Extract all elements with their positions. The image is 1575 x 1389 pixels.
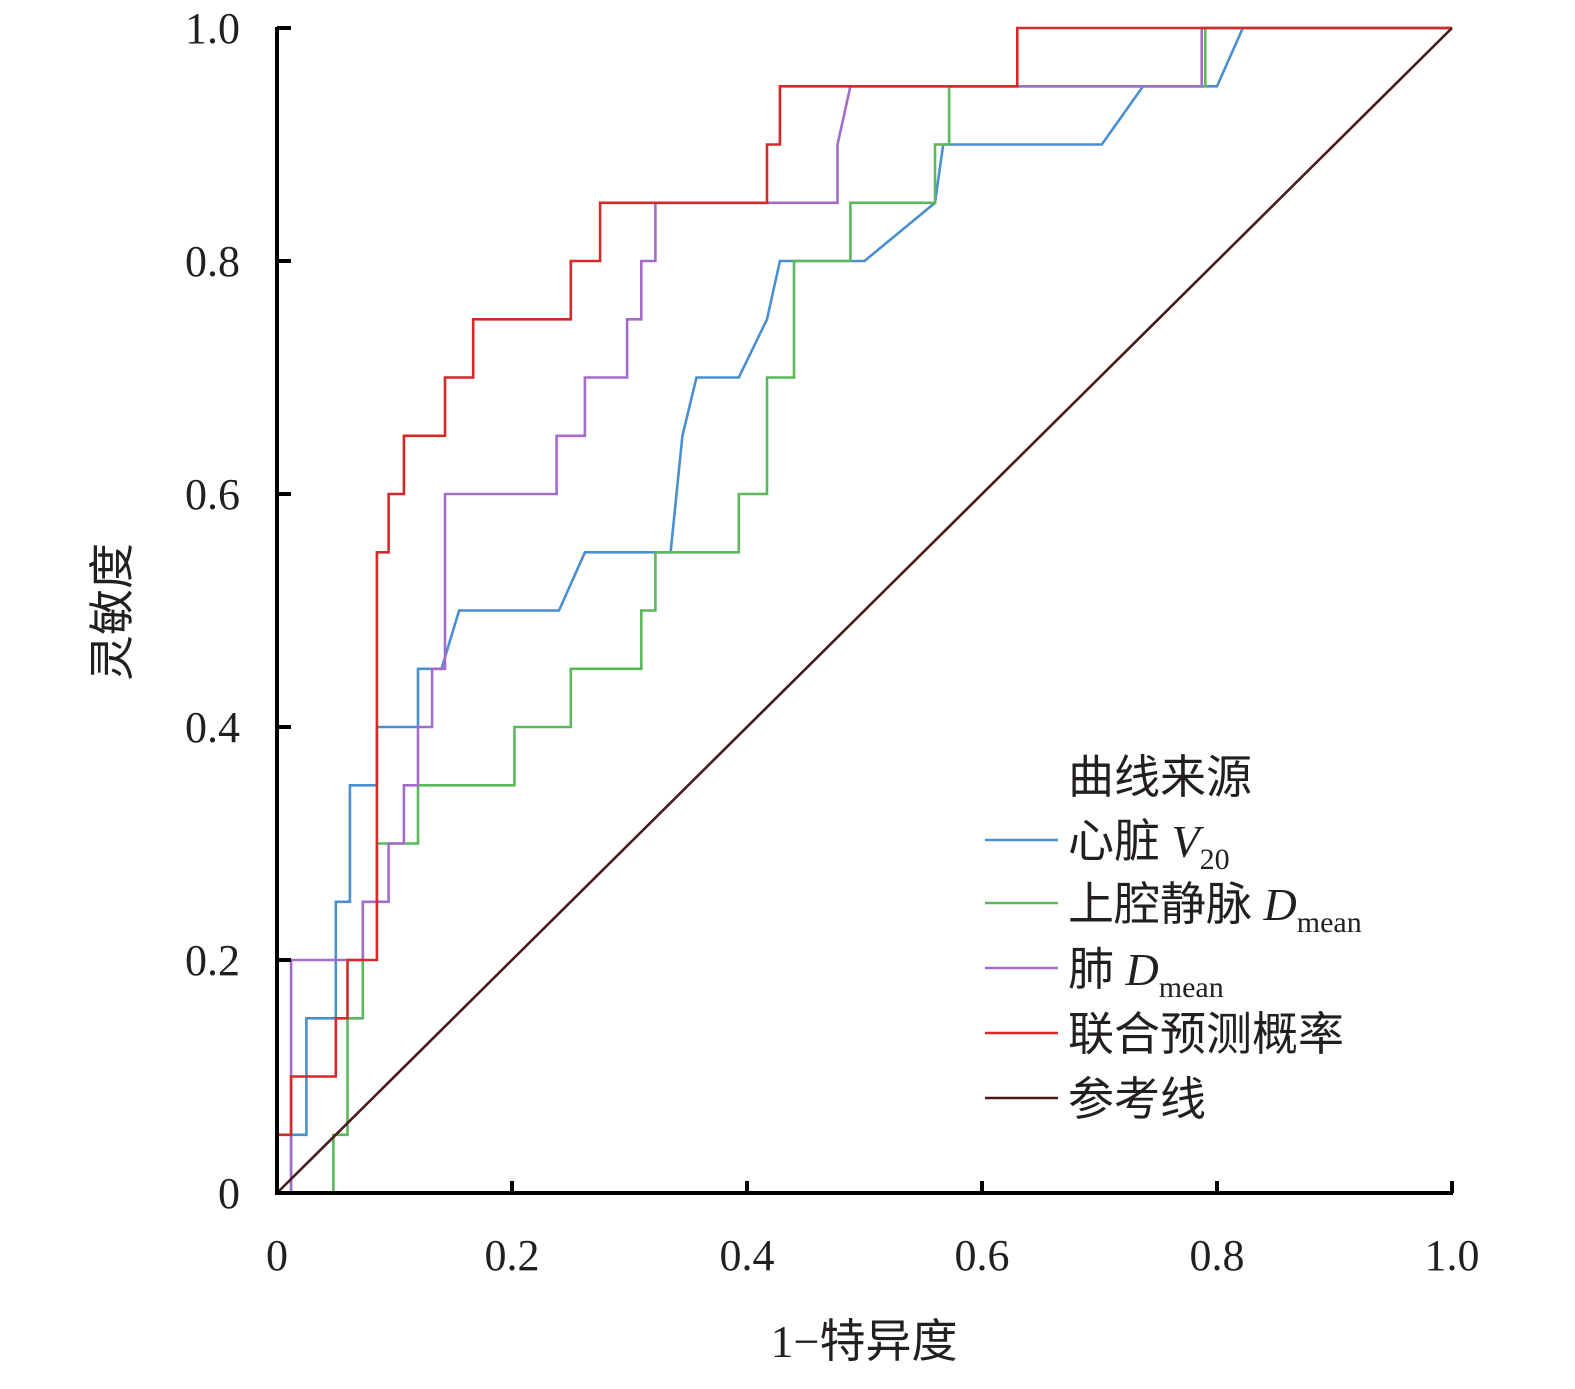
legend-label-4: 参考线 <box>1068 1074 1206 1125</box>
x-tick-label: 1.0 <box>1425 1231 1480 1280</box>
x-tick-label: 0.2 <box>485 1231 540 1280</box>
series-line-4 <box>276 27 1453 1194</box>
x-tick-label: 0.4 <box>720 1231 775 1280</box>
y-tick-label: 0.6 <box>185 470 240 519</box>
y-tick-label: 0.8 <box>185 237 240 286</box>
x-tick-label: 0.6 <box>955 1231 1010 1280</box>
x-tick-label: 0.8 <box>1190 1231 1245 1280</box>
legend-label-1: 上腔静脉 Dmean <box>1068 879 1362 939</box>
y-tick-label: 0 <box>218 1169 240 1218</box>
y-tick-label: 0.2 <box>185 936 240 985</box>
series-line-2 <box>289 26 1452 1193</box>
series-layer <box>275 26 1453 1194</box>
x-tick-label: 0 <box>266 1231 288 1280</box>
y-tick-label: 1.0 <box>185 4 240 53</box>
series-line-3 <box>275 26 1452 1193</box>
y-tick-label: 0.4 <box>185 703 240 752</box>
legend-label-0: 心脏 V20 <box>1068 816 1230 876</box>
legend-label-2: 肺 Dmean <box>1068 944 1224 1004</box>
legend-title: 曲线来源 <box>1068 752 1252 803</box>
legend-label-3: 联合预测概率 <box>1068 1009 1344 1060</box>
axes-layer: 0 0.2 0.4 0.6 0.8 1.0 0 0.2 0.4 0.6 0.8 1.0 1−特异度 灵敏度 <box>87 4 1480 1367</box>
y-axis-title: 灵敏度 <box>87 543 138 681</box>
x-axis-title: 1−特异度 <box>771 1316 958 1367</box>
